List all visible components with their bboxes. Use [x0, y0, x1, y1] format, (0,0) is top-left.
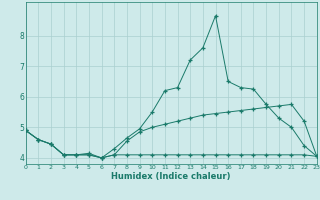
X-axis label: Humidex (Indice chaleur): Humidex (Indice chaleur): [111, 172, 231, 181]
